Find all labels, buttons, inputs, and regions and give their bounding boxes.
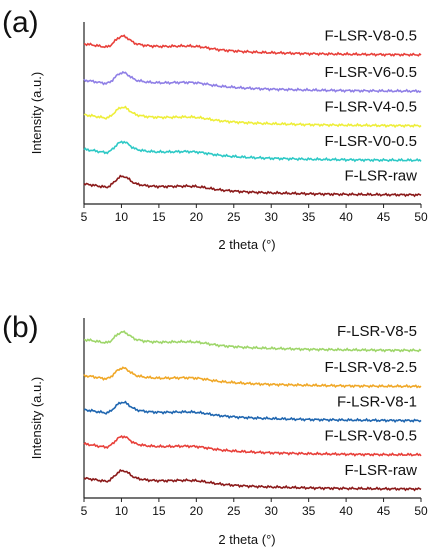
panel-b-x-tick-label: 45 xyxy=(377,504,391,518)
panel-a-series-label: F-LSR-raw xyxy=(344,168,417,185)
panel-b-x-tick-label: 30 xyxy=(265,504,279,518)
panel-a: (a) 2 theta (°) Intensity (a.u.) 5 10 15 20… xyxy=(2,6,428,252)
panel-a-x-tick-label: 15 xyxy=(152,210,166,224)
panel-b-series-label: F-LSR-raw xyxy=(344,462,417,479)
panel-a-xlabel: 2 theta (°) xyxy=(218,237,275,252)
panel-a-series-label: F-LSR-V8-0.5 xyxy=(324,27,417,44)
panel-a-series-line xyxy=(83,105,422,129)
panel-b-xlabel: 2 theta (°) xyxy=(218,532,275,547)
panel-a-series-line xyxy=(83,174,422,198)
panel-a-ylabel: Intensity (a.u.) xyxy=(29,72,44,154)
panel-a-x-tick-label: 20 xyxy=(190,210,204,224)
panel-b-x-tick-label: 15 xyxy=(152,504,166,518)
panel-b-x-tick-label: 35 xyxy=(302,504,316,518)
panel-b-series-label: F-LSR-V8-2.5 xyxy=(324,359,417,376)
panel-b: (b) 2 theta (°) Intensity (a.u.) 5 10 15 20… xyxy=(2,311,428,547)
panel-b-x-tick-label: 25 xyxy=(227,504,241,518)
panel-a-letter: (a) xyxy=(2,6,39,39)
panel-a-x-tick-label: 5 xyxy=(81,210,88,224)
panel-a-x-tick-label: 35 xyxy=(302,210,316,224)
panel-b-x-tick-label: 10 xyxy=(115,504,129,518)
panel-a-series-line xyxy=(83,140,422,163)
panel-b-x-tick-label: 20 xyxy=(190,504,204,518)
panel-b-x-tick-label: 5 xyxy=(81,504,88,518)
panel-a-series-label: F-LSR-V0-0.5 xyxy=(324,133,417,150)
panel-a-series-label: F-LSR-V6-0.5 xyxy=(324,64,417,81)
panel-a-x-tick-label: 25 xyxy=(227,210,241,224)
panel-b-series-line xyxy=(83,330,422,353)
panel-b-series-line xyxy=(83,400,422,424)
panel-b-x-tick-label: 40 xyxy=(339,504,353,518)
panel-a-x-tick-label: 45 xyxy=(377,210,391,224)
panel-b-series-label: F-LSR-V8-5 xyxy=(337,323,417,340)
panel-a-series-label: F-LSR-V4-0.5 xyxy=(324,98,417,115)
panel-a-x-tick-label: 10 xyxy=(115,210,129,224)
panel-b-x-tick-label: 50 xyxy=(414,504,428,518)
panel-a-series-line xyxy=(83,34,422,58)
panel-a-series-line xyxy=(83,70,422,94)
panel-b-ylabel: Intensity (a.u.) xyxy=(29,377,44,459)
panel-a-x-tick-label: 50 xyxy=(414,210,428,224)
panel-b-letter: (b) xyxy=(2,311,39,344)
panel-b-series-line xyxy=(83,435,422,457)
panel-b-series-label: F-LSR-V8-1 xyxy=(337,393,417,410)
panel-a-x-tick-label: 30 xyxy=(265,210,279,224)
panel-b-series-label: F-LSR-V8-0.5 xyxy=(324,428,417,445)
panel-b-series-line xyxy=(83,366,422,389)
panel-b-series-line xyxy=(83,468,422,492)
panel-a-x-tick-label: 40 xyxy=(339,210,353,224)
